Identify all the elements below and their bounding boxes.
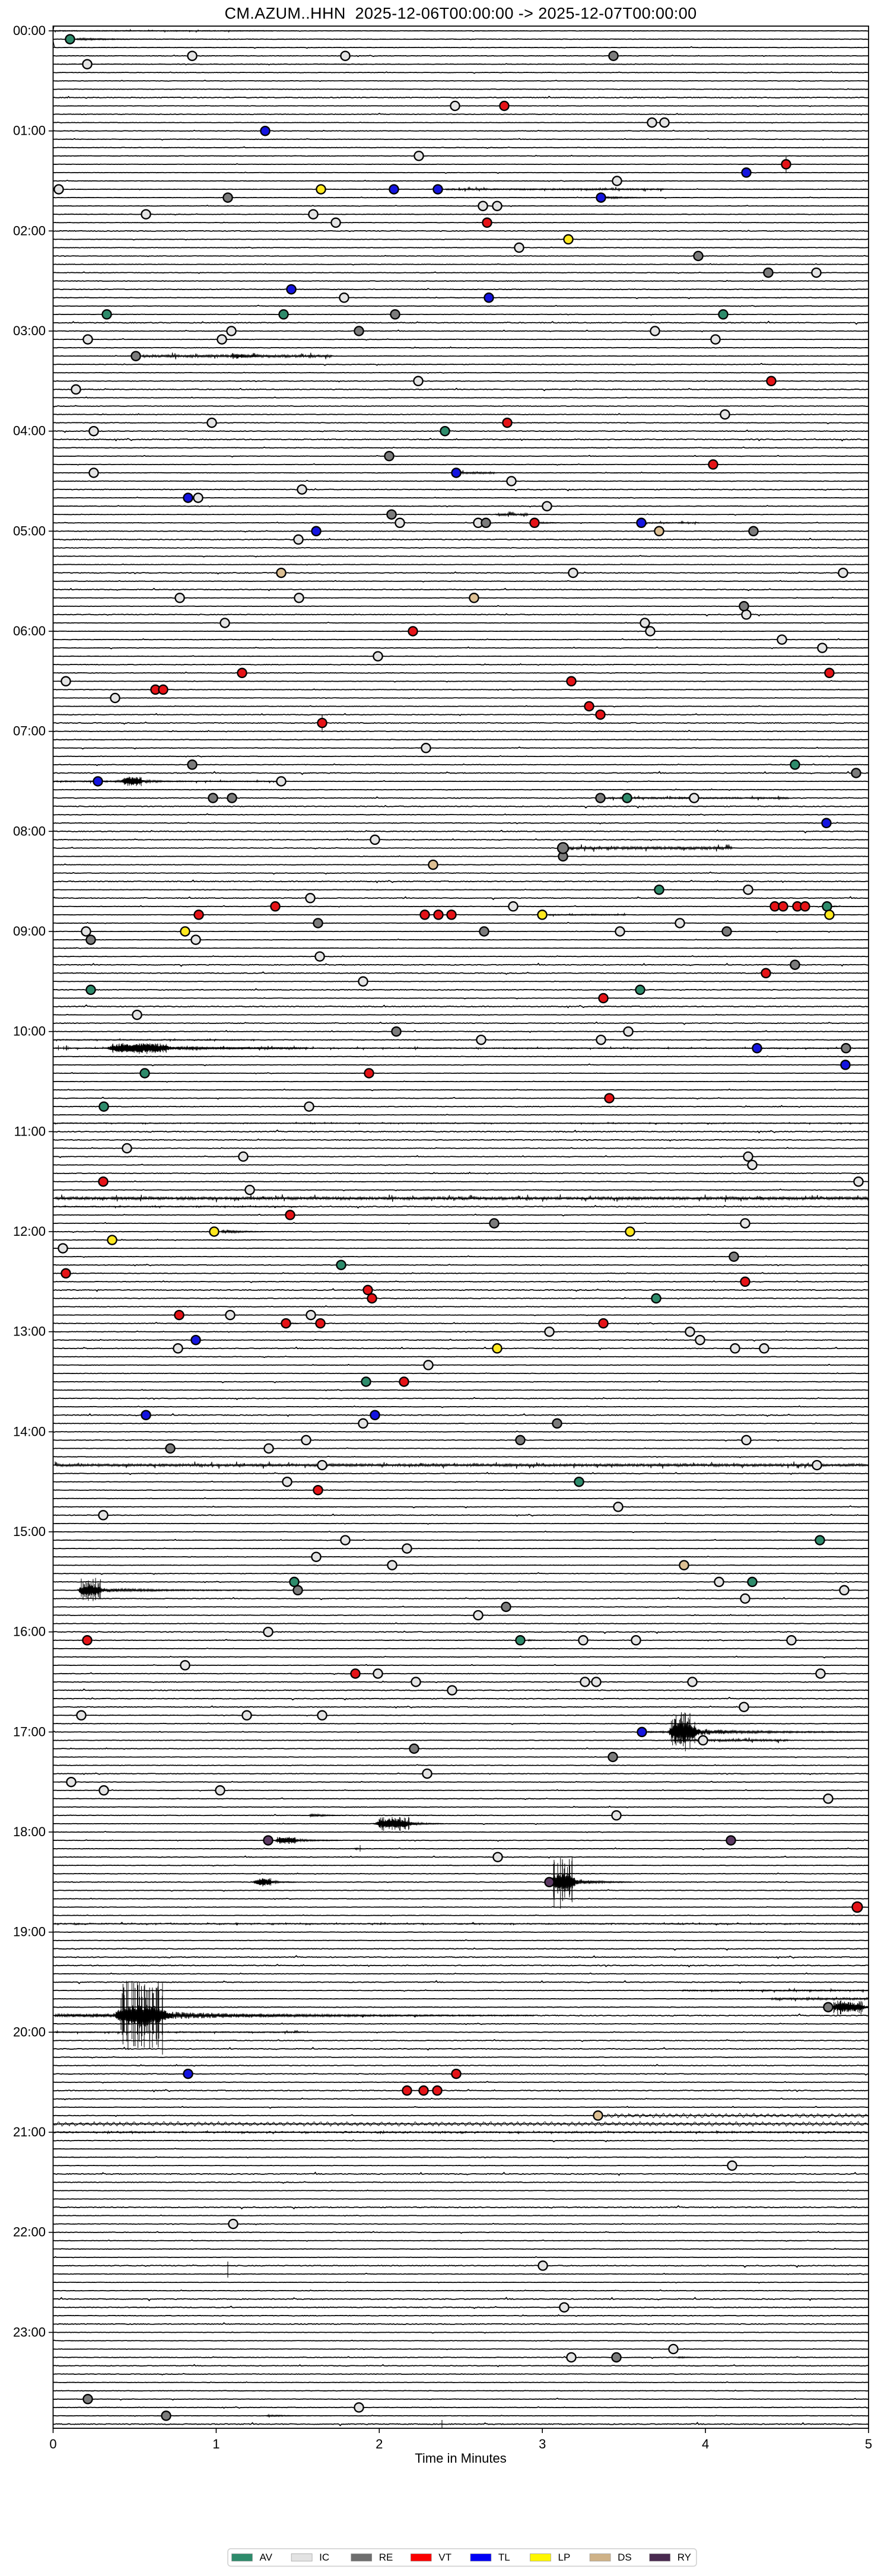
svg-text:01:00: 01:00 [13, 123, 46, 138]
svg-text:DS: DS [618, 2552, 632, 2563]
svg-text:2: 2 [376, 2437, 383, 2451]
svg-text:LP: LP [558, 2552, 571, 2563]
svg-text:04:00: 04:00 [13, 424, 46, 438]
svg-text:03:00: 03:00 [13, 323, 46, 338]
svg-text:23:00: 23:00 [13, 2324, 46, 2339]
svg-text:1: 1 [212, 2437, 220, 2451]
svg-text:14:00: 14:00 [13, 1424, 46, 1439]
svg-text:RE: RE [379, 2552, 393, 2563]
svg-text:05:00: 05:00 [13, 523, 46, 538]
svg-text:08:00: 08:00 [13, 823, 46, 838]
svg-text:11:00: 11:00 [14, 1124, 46, 1138]
svg-text:10:00: 10:00 [13, 1024, 46, 1039]
svg-text:09:00: 09:00 [13, 924, 46, 939]
svg-text:13:00: 13:00 [13, 1324, 46, 1339]
svg-text:00:00: 00:00 [13, 23, 46, 38]
svg-text:21:00: 21:00 [13, 2125, 46, 2139]
svg-text:TL: TL [498, 2552, 510, 2563]
svg-text:3: 3 [539, 2437, 546, 2451]
svg-text:VT: VT [438, 2552, 451, 2563]
svg-text:IC: IC [319, 2552, 329, 2563]
svg-text:20:00: 20:00 [13, 2024, 46, 2039]
svg-text:4: 4 [702, 2437, 709, 2451]
svg-text:19:00: 19:00 [13, 1925, 46, 1939]
svg-text:22:00: 22:00 [13, 2225, 46, 2240]
svg-text:06:00: 06:00 [13, 624, 46, 638]
svg-text:15:00: 15:00 [13, 1524, 46, 1539]
svg-text:AV: AV [260, 2552, 273, 2563]
svg-text:CM.AZUM..HHN 2025-12-06T00:00: CM.AZUM..HHN 2025-12-06T00:00:00 -> 2025… [224, 5, 696, 23]
svg-text:02:00: 02:00 [13, 223, 46, 238]
svg-text:16:00: 16:00 [13, 1624, 46, 1639]
svg-text:RY: RY [678, 2552, 691, 2563]
svg-text:12:00: 12:00 [13, 1224, 46, 1239]
svg-text:07:00: 07:00 [13, 724, 46, 739]
svg-text:18:00: 18:00 [13, 1824, 46, 1839]
svg-text:5: 5 [865, 2437, 872, 2451]
svg-text:17:00: 17:00 [13, 1724, 46, 1739]
svg-text:Time in Minutes: Time in Minutes [415, 2451, 506, 2466]
svg-text:0: 0 [49, 2437, 56, 2451]
